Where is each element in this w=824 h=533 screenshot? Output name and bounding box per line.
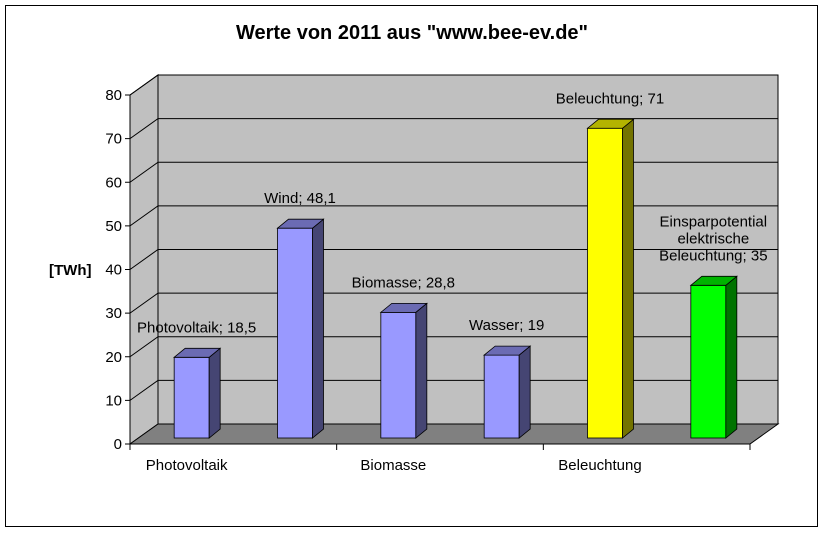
- bar: [483, 345, 532, 439]
- bars: [173, 118, 738, 439]
- bar: [276, 218, 325, 439]
- y-axis-label: [TWh]: [49, 262, 92, 279]
- bar-front: [380, 311, 417, 439]
- bar: [689, 275, 738, 439]
- chart-title: Werte von 2011 aus "www.bee-ev.de": [235, 22, 589, 44]
- data-label-line: Biomasse; 28,8: [352, 274, 455, 291]
- y-tick-label: 40: [105, 262, 122, 279]
- data-label-line: Wasser; 19: [469, 317, 544, 334]
- bar-front: [173, 356, 210, 439]
- bar-top: [379, 302, 428, 313]
- gridlines: [129, 74, 778, 401]
- floor: [128, 423, 780, 445]
- x-tick-label: Biomasse: [360, 457, 426, 474]
- bar-top: [483, 345, 532, 356]
- data-label: Wasser; 19: [469, 317, 544, 334]
- y-tick-label: 30: [105, 305, 122, 322]
- bar-front: [587, 127, 623, 439]
- bar: [586, 118, 635, 439]
- gridline: [129, 249, 778, 270]
- x-tick-label: Beleuchtung: [558, 457, 641, 474]
- gridline: [129, 205, 778, 227]
- bar-front: [690, 284, 727, 439]
- y-tick-label: 80: [105, 87, 122, 104]
- gridline: [129, 118, 778, 140]
- bar-side: [208, 347, 221, 439]
- gridline: [129, 379, 778, 401]
- y-tick-label: 20: [105, 349, 122, 366]
- bar-side: [312, 218, 324, 439]
- y-tick-label: 50: [105, 218, 122, 235]
- data-label-line: Photovoltaik; 18,5: [137, 319, 256, 336]
- data-label: Photovoltaik; 18,5: [137, 319, 256, 336]
- data-label: Wind; 48,1: [264, 190, 336, 207]
- bar: [379, 302, 428, 439]
- bar-top: [276, 218, 325, 229]
- x-tick-label: Photovoltaik: [146, 457, 228, 474]
- bar-front: [277, 227, 313, 439]
- gridline: [129, 336, 778, 358]
- bar-side: [518, 345, 531, 439]
- y-tick-label: 10: [105, 392, 122, 409]
- bar-side: [622, 118, 634, 439]
- data-label-line: Einsparpotential: [660, 213, 768, 230]
- bar-top: [689, 275, 738, 286]
- data-label: Beleuchtung; 71: [556, 90, 664, 107]
- y-tick-label: 60: [105, 174, 122, 191]
- gridline: [129, 292, 778, 314]
- bar: [173, 347, 222, 439]
- data-label: Einsparpotential elektrische Beleuchtung; …: [659, 213, 767, 264]
- bar-top: [173, 347, 222, 358]
- data-label-line: Beleuchtung; 35: [659, 247, 767, 264]
- data-labels: Photovoltaik; 18,5 Wind; 48,1 Biomasse; 28…: [137, 90, 768, 336]
- gridline: [129, 161, 778, 183]
- bar-side: [415, 302, 428, 439]
- data-label-line: Wind; 48,1: [264, 190, 336, 207]
- bar-front: [483, 354, 520, 439]
- bar-top: [586, 118, 635, 129]
- y-tick-label: 70: [105, 131, 122, 148]
- data-label: Biomasse; 28,8: [352, 274, 455, 291]
- gridline: [129, 74, 778, 96]
- axes: 0 10 20 30 40 50 60 70 80 Photovoltaik Biomasse Bel…: [105, 87, 751, 474]
- bar-side: [725, 275, 738, 439]
- y-tick-label: 0: [114, 436, 122, 453]
- data-label-line: elektrische: [677, 230, 749, 247]
- data-label-line: Beleuchtung; 71: [556, 90, 664, 107]
